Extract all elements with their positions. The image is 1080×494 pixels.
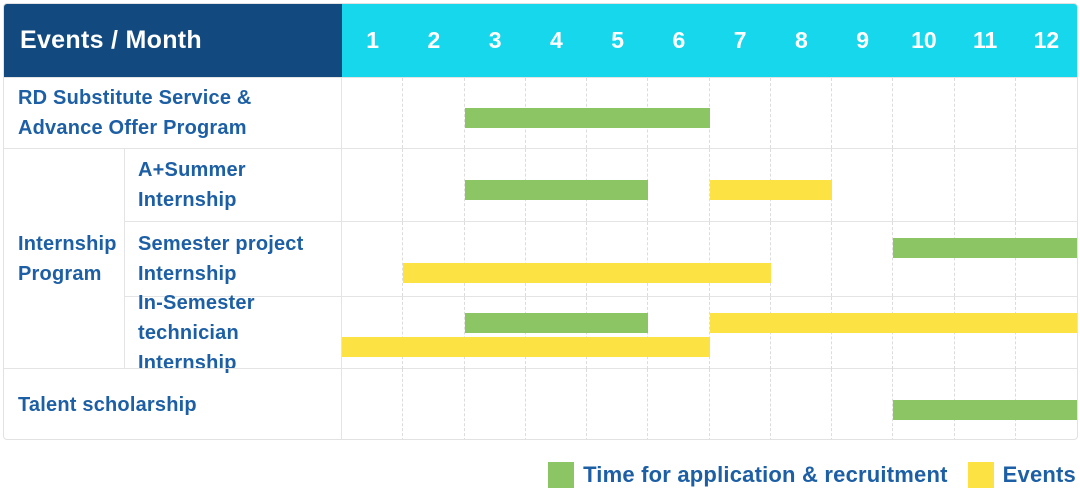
month-grid-cell bbox=[465, 297, 526, 369]
yellow-gantt-bar bbox=[709, 180, 832, 200]
chart-area-in-semester-technician-internship bbox=[342, 297, 1077, 369]
month-grid-cell bbox=[832, 149, 894, 221]
legend-label-application-recruitment: Time for application & recruitment bbox=[583, 462, 948, 487]
month-label-11: 11 bbox=[972, 27, 998, 53]
month-grid-cell bbox=[832, 369, 894, 439]
group-label-internship-program: Internship Program bbox=[4, 149, 125, 368]
month-grid-cell bbox=[710, 369, 771, 439]
month-grid-cell bbox=[893, 297, 955, 369]
month-grid-cell bbox=[526, 297, 587, 369]
row-label-rd-substitute: RD Substitute Service & Advance Offer Pr… bbox=[4, 78, 342, 148]
legend-item-events: Events bbox=[967, 462, 1076, 488]
legend-label-events: Events bbox=[1002, 462, 1076, 487]
month-grid-cell bbox=[771, 369, 832, 439]
month-grid-cell bbox=[587, 297, 649, 369]
month-grid-cell bbox=[342, 369, 404, 439]
month-grid-cell bbox=[526, 222, 587, 296]
month-grid-cell bbox=[403, 149, 465, 221]
row-label-a-summer-internship: A+Summer Internship bbox=[125, 149, 342, 221]
month-grid-cell bbox=[832, 297, 894, 369]
month-grid-cell bbox=[403, 78, 465, 148]
month-grid-cell bbox=[526, 369, 587, 439]
green-gantt-bar bbox=[464, 108, 710, 128]
chart-area-rd-substitute bbox=[342, 78, 1077, 148]
legend-item-application-recruitment: Time for application & recruitment bbox=[548, 462, 948, 488]
month-label-3: 3 bbox=[488, 27, 502, 53]
month-header-strip: 1 2 3 4 5 6 7 8 9 10 11 12 bbox=[342, 4, 1077, 77]
month-grid-cell bbox=[648, 149, 710, 221]
chart-area-talent-scholarship bbox=[342, 369, 1077, 439]
month-grid-cell bbox=[893, 78, 955, 148]
chart-area-semester-project-internship bbox=[342, 222, 1077, 296]
row-rd-substitute: RD Substitute Service & Advance Offer Pr… bbox=[4, 77, 1077, 148]
month-grid-cell bbox=[710, 297, 771, 369]
chart-area-a-summer-internship bbox=[342, 149, 1077, 221]
month-grid-cell bbox=[587, 369, 649, 439]
month-grid-cell bbox=[342, 297, 404, 369]
green-gantt-bar bbox=[464, 180, 649, 200]
row-label-in-semester-technician-internship: In-Semester technician Internship bbox=[125, 292, 342, 374]
legend: Time for application & recruitment Event… bbox=[548, 459, 1076, 491]
month-grid-cell bbox=[648, 297, 710, 369]
month-label-7: 7 bbox=[733, 27, 747, 53]
row-a-summer-internship: A+Summer Internship bbox=[125, 149, 1077, 221]
month-grid-cell bbox=[710, 222, 771, 296]
month-grid-cell bbox=[342, 149, 404, 221]
month-grid-cell bbox=[465, 369, 526, 439]
month-grid-cell bbox=[403, 222, 465, 296]
month-grid-cell bbox=[403, 369, 465, 439]
month-label-9: 9 bbox=[856, 27, 870, 53]
month-grid-cell bbox=[710, 78, 771, 148]
month-label-12: 12 bbox=[1033, 27, 1060, 53]
month-label-4: 4 bbox=[549, 27, 563, 53]
month-label-5: 5 bbox=[611, 27, 625, 53]
month-grid-cell bbox=[771, 297, 832, 369]
month-label-2: 2 bbox=[427, 27, 441, 53]
row-semester-project-internship: Semester project Internship bbox=[125, 221, 1077, 296]
row-talent-scholarship: Talent scholarship bbox=[4, 368, 1077, 439]
month-grid-cell bbox=[342, 222, 404, 296]
month-grid-cell bbox=[955, 222, 1016, 296]
green-swatch-icon bbox=[548, 462, 575, 488]
month-grid-cell bbox=[955, 78, 1016, 148]
yellow-gantt-bar bbox=[342, 337, 710, 358]
month-label-8: 8 bbox=[794, 27, 808, 53]
internship-program-group: Internship Program A+Summer Internship S… bbox=[4, 148, 1077, 374]
month-grid-cell bbox=[771, 78, 832, 148]
month-grid-cell bbox=[587, 222, 649, 296]
month-grid-cell bbox=[648, 369, 710, 439]
month-grid-cell bbox=[771, 222, 832, 296]
row-label-semester-project-internship: Semester project Internship bbox=[125, 222, 342, 296]
month-grid-cell bbox=[465, 222, 526, 296]
yellow-gantt-bar bbox=[709, 312, 1077, 333]
row-label-talent-scholarship: Talent scholarship bbox=[4, 369, 342, 439]
month-grid-cell bbox=[832, 222, 894, 296]
green-gantt-bar bbox=[464, 312, 649, 333]
row-in-semester-technician-internship: In-Semester technician Internship bbox=[125, 292, 1077, 374]
header-row: Events / Month 1 2 3 4 5 6 7 8 9 10 11 12 bbox=[4, 4, 1077, 77]
month-grid-cell bbox=[955, 297, 1016, 369]
internship-subrows: A+Summer Internship Semester project Int… bbox=[125, 149, 1077, 374]
green-gantt-bar bbox=[893, 400, 1077, 420]
month-label-10: 10 bbox=[911, 27, 937, 53]
green-gantt-bar bbox=[893, 238, 1077, 259]
events-month-gantt: Events / Month 1 2 3 4 5 6 7 8 9 10 11 12 RD Substi… bbox=[3, 3, 1078, 440]
month-grid-cell bbox=[342, 78, 404, 148]
month-grid-cell bbox=[1016, 297, 1077, 369]
month-grid-cell bbox=[1016, 78, 1077, 148]
month-grid-cell bbox=[955, 149, 1016, 221]
month-label-1: 1 bbox=[366, 27, 380, 53]
header-title: Events / Month bbox=[4, 4, 342, 77]
yellow-gantt-bar bbox=[403, 263, 771, 284]
month-grid-cell bbox=[1016, 149, 1077, 221]
month-grid-cell bbox=[893, 149, 955, 221]
month-grid-cell bbox=[403, 297, 465, 369]
month-label-6: 6 bbox=[672, 27, 686, 53]
month-grid-cell bbox=[1016, 222, 1077, 296]
month-grid-cell bbox=[893, 222, 955, 296]
yellow-swatch-icon bbox=[967, 462, 994, 488]
month-grid-cell bbox=[832, 78, 894, 148]
month-grid-cell bbox=[648, 222, 710, 296]
